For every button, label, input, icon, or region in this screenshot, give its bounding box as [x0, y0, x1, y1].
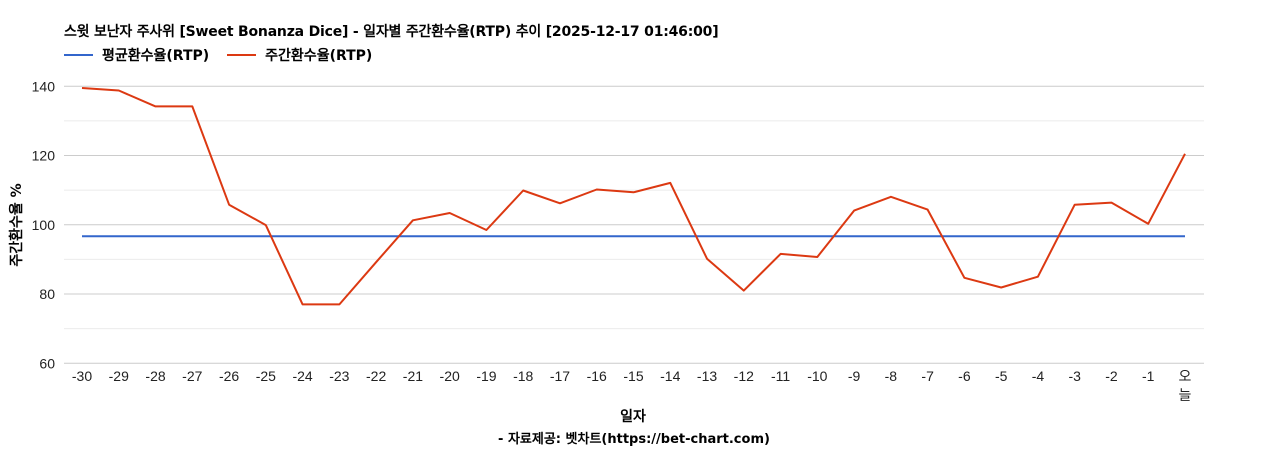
- x-tick-label: -7: [921, 368, 934, 384]
- y-tick-label: 140: [32, 78, 56, 94]
- y-axis-ticks: 60 80 100 120 140: [32, 78, 56, 371]
- x-tick-label: -3: [1068, 368, 1081, 384]
- x-tick-label: -11: [771, 368, 790, 384]
- x-tick-label: -14: [660, 368, 680, 384]
- x-tick-label: -18: [513, 368, 533, 384]
- x-tick-label: -2: [1105, 368, 1118, 384]
- x-tick-label: -6: [958, 368, 971, 384]
- legend-label-average: 평균환수율(RTP): [102, 48, 210, 64]
- chart-title: 스윗 보난자 주사위 [Sweet Bonanza Dice] - 일자별 주간…: [64, 24, 719, 40]
- x-tick-label: -12: [734, 368, 754, 384]
- x-tick-label: -4: [1032, 368, 1045, 384]
- y-tick-label: 120: [32, 148, 56, 164]
- legend-item-weekly-rtp[interactable]: 주간환수율(RTP): [227, 45, 372, 65]
- x-tick-label: -29: [109, 368, 129, 384]
- x-tick-label: -10: [807, 368, 827, 384]
- x-tick-label: -26: [219, 368, 239, 384]
- data-source-credit: - 자료제공: 벳차트(https://bet-chart.com): [498, 432, 770, 447]
- x-tick-label: 오: [1179, 368, 1192, 384]
- legend-item-average-rtp[interactable]: 평균환수율(RTP): [64, 45, 209, 65]
- y-tick-label: 60: [39, 355, 55, 371]
- legend-label-weekly: 주간환수율(RTP): [265, 48, 373, 64]
- x-tick-label: -21: [403, 368, 423, 384]
- x-tick-label: -25: [256, 368, 276, 384]
- y-tick-label: 80: [39, 286, 55, 302]
- x-tick-label: -27: [182, 368, 202, 384]
- x-tick-label: -1: [1142, 368, 1155, 384]
- x-tick-label: 늘: [1179, 387, 1192, 403]
- x-tick-label: -17: [550, 368, 570, 384]
- x-tick-label: -8: [885, 368, 898, 384]
- x-tick-label: -23: [329, 368, 349, 384]
- x-tick-label: -13: [697, 368, 717, 384]
- legend-swatch-weekly: [227, 54, 257, 56]
- x-axis-ticks: -30 -29 -28 -27 -26 -25 -24 -23 -22 -21 -20 -19 -18 -…: [72, 368, 1192, 403]
- y-axis-title: 주간환수율 %: [8, 183, 25, 266]
- weekly-rtp-line[interactable]: [81, 87, 1186, 306]
- chart-legend: 평균환수율(RTP) 주간환수율(RTP): [64, 45, 390, 65]
- x-tick-label: -16: [587, 368, 607, 384]
- gridlines: [64, 85, 1204, 364]
- y-tick-label: 100: [32, 217, 56, 233]
- x-tick-label: -30: [72, 368, 92, 384]
- x-tick-label: -5: [995, 368, 1008, 384]
- x-tick-label: -20: [440, 368, 460, 384]
- x-tick-label: -9: [848, 368, 861, 384]
- series-lines: [81, 87, 1186, 306]
- x-axis-title: 일자: [620, 409, 646, 425]
- x-tick-label: -15: [623, 368, 643, 384]
- x-tick-label: -22: [366, 368, 386, 384]
- x-tick-label: -28: [145, 368, 165, 384]
- legend-swatch-average: [64, 54, 93, 56]
- x-tick-label: -19: [476, 368, 496, 384]
- x-tick-label: -24: [292, 368, 312, 384]
